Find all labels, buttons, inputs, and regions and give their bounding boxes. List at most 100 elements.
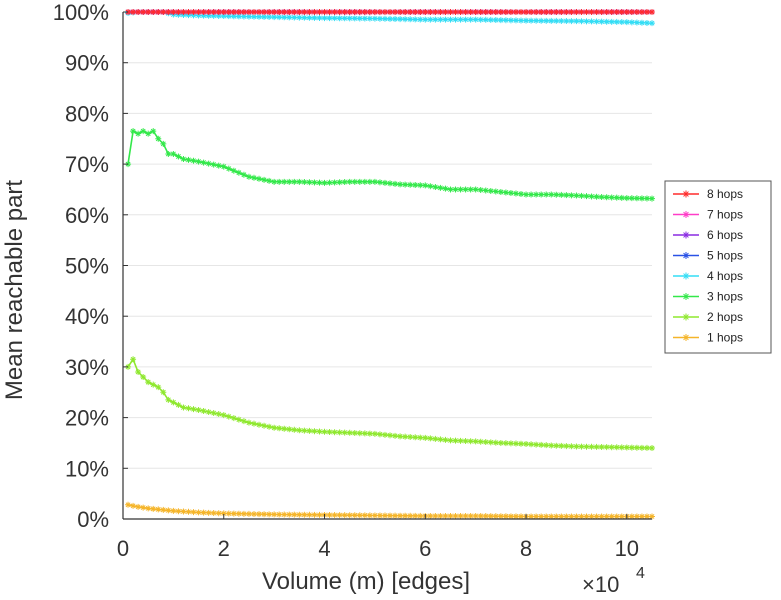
y-tick-labels: 0% 10% 20% 30% 40% 50% 60% 70% 80% 90% 100%	[53, 0, 109, 532]
data-point	[150, 505, 157, 512]
data-point	[286, 14, 293, 21]
data-point	[376, 9, 383, 15]
data-point	[427, 16, 434, 23]
legend-marker	[682, 313, 690, 321]
data-point	[482, 9, 489, 15]
data-point	[588, 443, 595, 450]
data-point	[427, 9, 434, 15]
data-point	[392, 432, 399, 439]
data-point	[563, 18, 570, 25]
data-point	[603, 9, 610, 15]
data-point	[145, 379, 152, 386]
data-point	[457, 512, 464, 519]
data-point	[356, 512, 363, 519]
data-point	[230, 510, 237, 517]
data-point	[366, 512, 373, 519]
data-point	[618, 513, 625, 520]
legend-item: 3 hops	[673, 290, 743, 304]
data-point	[346, 178, 353, 185]
data-point	[392, 180, 399, 187]
data-point	[341, 15, 348, 22]
data-point	[472, 438, 479, 445]
data-point	[245, 13, 252, 20]
data-point	[603, 194, 610, 201]
data-point	[160, 9, 167, 15]
data-point	[588, 9, 595, 15]
data-point	[633, 195, 640, 202]
data-point	[558, 442, 565, 449]
data-point	[578, 513, 585, 520]
data-point	[427, 183, 434, 190]
data-point	[397, 433, 404, 440]
legend-box	[664, 180, 772, 354]
data-point	[250, 174, 257, 181]
data-point	[417, 16, 424, 23]
data-point	[543, 513, 550, 520]
data-point	[588, 193, 595, 200]
data-point	[518, 513, 525, 520]
data-point	[276, 511, 283, 518]
data-point	[407, 9, 414, 15]
data-point	[346, 9, 353, 15]
data-point	[623, 9, 630, 15]
legend-item: 7 hops	[673, 208, 743, 222]
data-point	[649, 513, 655, 520]
x-tick-label: 0	[117, 536, 129, 561]
data-point	[649, 20, 655, 27]
data-point	[422, 182, 429, 189]
data-point	[210, 510, 217, 517]
data-point	[185, 9, 192, 15]
data-point	[518, 440, 525, 447]
data-point	[190, 406, 197, 413]
data-point	[573, 443, 580, 450]
data-point	[195, 12, 202, 19]
data-point	[588, 18, 595, 25]
data-point	[250, 13, 257, 20]
data-point	[200, 9, 207, 15]
data-point	[296, 427, 303, 434]
data-point	[291, 178, 298, 185]
data-point	[160, 389, 167, 396]
data-point	[336, 429, 343, 436]
data-point	[392, 512, 399, 519]
data-point	[638, 9, 645, 15]
data-point	[180, 156, 187, 163]
data-point	[145, 130, 152, 137]
data-point	[140, 504, 147, 511]
data-point	[437, 512, 444, 519]
data-point	[311, 511, 318, 518]
data-point	[281, 178, 288, 185]
data-point	[502, 440, 509, 447]
data-point	[497, 17, 504, 24]
data-point	[296, 14, 303, 21]
data-point	[387, 512, 394, 519]
data-point	[533, 17, 540, 24]
data-point	[155, 506, 162, 513]
data-point	[256, 13, 263, 20]
data-point	[402, 433, 409, 440]
data-point	[210, 9, 217, 15]
data-point	[165, 9, 172, 15]
data-point	[210, 410, 217, 417]
data-point	[235, 13, 242, 20]
data-point	[130, 128, 137, 135]
data-point	[623, 195, 630, 202]
data-point	[195, 9, 202, 15]
data-point	[548, 17, 555, 24]
data-point	[235, 169, 242, 176]
x-tick-label: 2	[218, 536, 230, 561]
data-point	[447, 16, 454, 23]
data-point	[185, 12, 192, 19]
data-point	[271, 178, 278, 185]
data-point	[225, 13, 232, 20]
data-point	[643, 513, 650, 520]
data-point	[316, 428, 323, 435]
data-point	[145, 505, 152, 512]
legend-label: 2 hops	[707, 310, 743, 324]
data-point	[528, 191, 535, 198]
data-point	[613, 513, 620, 520]
data-point	[618, 444, 625, 451]
data-point	[266, 423, 273, 430]
data-point	[427, 512, 434, 519]
